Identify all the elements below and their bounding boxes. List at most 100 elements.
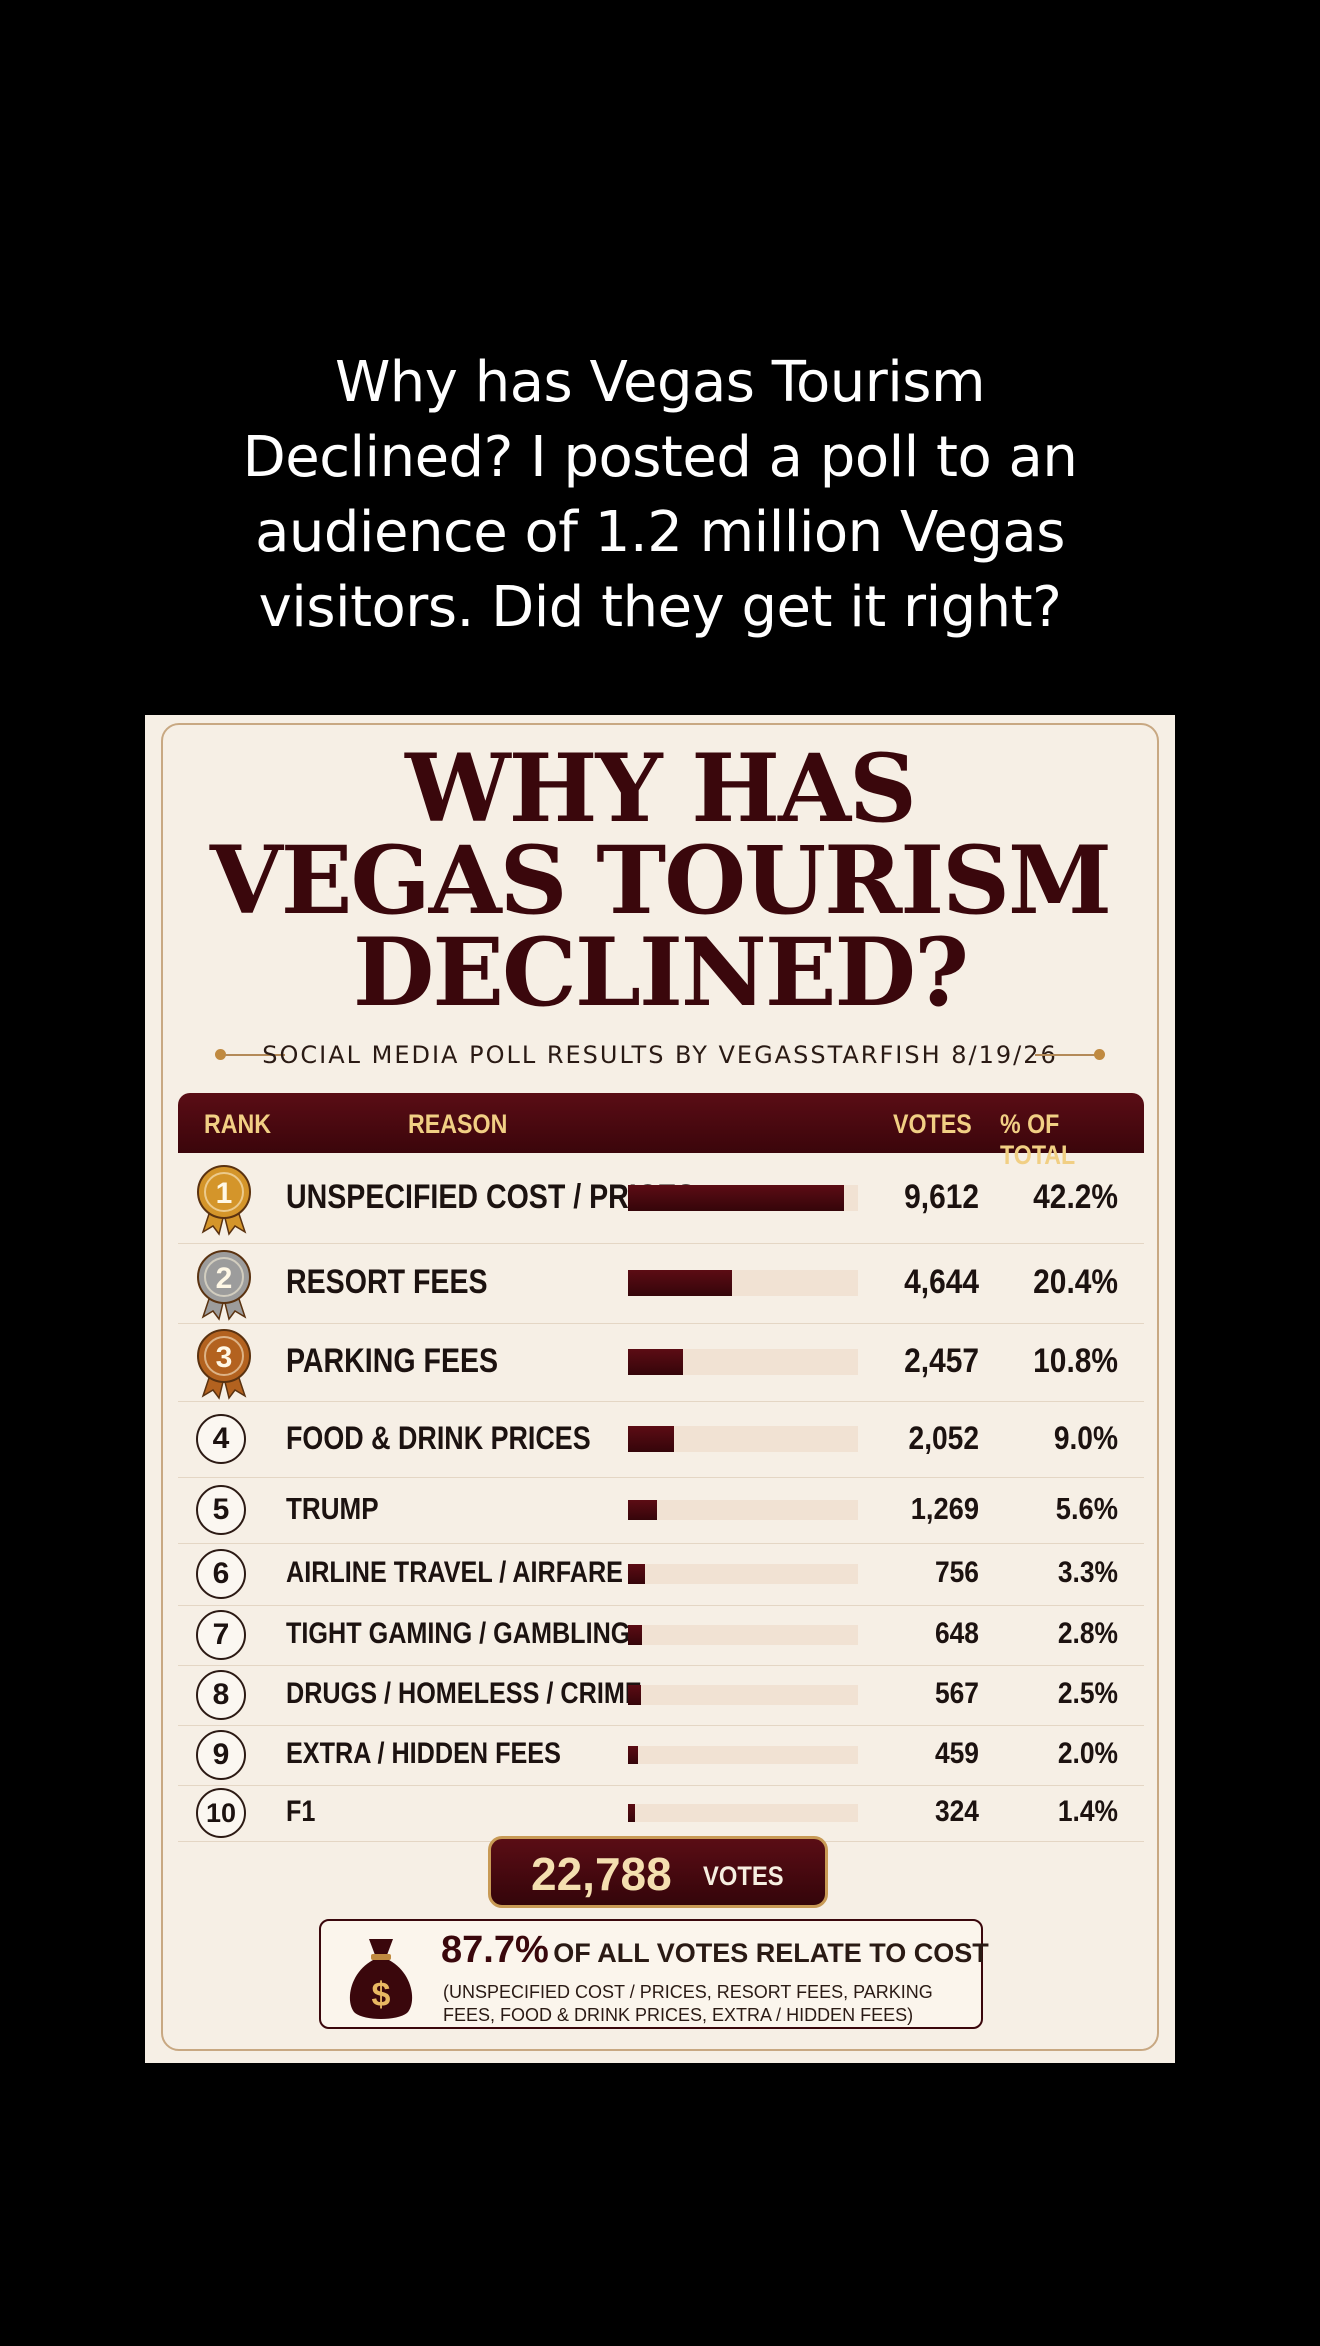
vote-count: 4,644 [904,1262,979,1301]
vote-bar-fill [628,1746,639,1764]
vote-percent: 20.4% [1033,1262,1118,1301]
total-votes-number: 22,788 [531,1848,672,1900]
vote-bar-track [628,1625,858,1645]
vote-bar-fill [628,1500,657,1520]
vote-bar-track [628,1185,858,1211]
rank-number: 5 [196,1485,246,1535]
headline-line-1: WHY HAS [405,734,917,844]
money-bag-symbol: $ [372,1976,391,2014]
subtitle-ornament-right [1094,1049,1105,1060]
vote-count: 9,612 [904,1177,979,1216]
table-row: 4 FOOD & DRINK PRICES 2,052 9.0% [178,1401,1144,1478]
vote-bar-fill [628,1426,675,1452]
header-rank: RANK [204,1109,272,1139]
vote-bar-fill [628,1685,641,1705]
infographic-headline: WHY HAS VEGAS TOURISM DECLINED? [145,734,1175,1028]
reason-label: RESORT FEES [286,1262,488,1301]
rank-number: 3 [216,1341,233,1374]
vote-bar-track [628,1426,858,1452]
rank-number: 4 [196,1414,246,1464]
vote-bar-fill [628,1804,636,1822]
table-row: 1 UNSPECIFIED COST / PRICES 9,612 42.2% [178,1153,1144,1244]
vote-bar-track [628,1349,858,1375]
vote-percent: 3.3% [1057,1556,1118,1589]
vote-percent: 2.8% [1057,1617,1118,1650]
vote-bar-fill [628,1564,645,1584]
rank-number: 2 [216,1262,233,1295]
header-pct: % OF TOTAL [1000,1109,1076,1170]
reason-label: F1 [286,1795,316,1828]
cost-summary-box: $ 87.7% OF ALL VOTES RELATE TO COST (UNS… [319,1919,989,2029]
vote-percent: 1.4% [1057,1795,1118,1828]
vote-bar-track [628,1270,858,1296]
header-reason: REASON [408,1109,508,1139]
table-row: 10 F1 324 1.4% [178,1785,1144,1842]
vote-count: 1,269 [910,1491,979,1527]
caption-line-3: audience of 1.2 million Vegas [255,500,1065,565]
money-bag-icon: $ [349,1939,413,2019]
total-votes-label: VOTES [703,1861,784,1891]
table-header: RANK REASON VOTES % OF TOTAL [178,1093,1144,1170]
vote-count: 459 [934,1737,979,1770]
vote-count: 324 [934,1795,979,1828]
reason-label: DRUGS / HOMELESS / CRIME [286,1677,642,1710]
vote-bar-fill [628,1270,733,1296]
cost-summary-percent: 87.7% [441,1929,549,1971]
vote-percent: 2.0% [1057,1737,1118,1770]
vote-bar-track [628,1500,858,1520]
vote-percent: 2.5% [1057,1677,1118,1710]
vote-bar-fill [628,1349,684,1375]
table-row: 9 EXTRA / HIDDEN FEES 459 2.0% [178,1725,1144,1786]
caption-line-2: Declined? I posted a poll to an [242,425,1078,490]
vote-percent: 42.2% [1033,1177,1118,1216]
reason-label: EXTRA / HIDDEN FEES [286,1737,561,1770]
vote-count: 2,052 [908,1419,979,1456]
rank-number: 9 [196,1730,246,1780]
reason-label: TRUMP [286,1491,379,1527]
reason-label: UNSPECIFIED COST / PRICES [286,1177,696,1216]
subtitle-rule-right [1035,1054,1095,1056]
subtitle-row: SOCIAL MEDIA POLL RESULTS BY VEGASSTARFI… [215,1040,1105,1070]
post-caption: Why has Vegas Tourism Declined? I posted… [160,345,1160,645]
poll-subtitle: SOCIAL MEDIA POLL RESULTS BY VEGASSTARFI… [262,1041,1058,1069]
rank-medal-icon: 1 [197,1165,251,1236]
cost-summary-text: OF ALL VOTES RELATE TO COST [553,1938,989,1968]
vote-bar-track [628,1804,858,1822]
table-row: 6 AIRLINE TRAVEL / AIRFARE 756 3.3% [178,1543,1144,1606]
reason-label: AIRLINE TRAVEL / AIRFARE [286,1556,623,1589]
poll-infographic: WHY HAS VEGAS TOURISM DECLINED? SOCIAL M… [145,715,1175,2063]
vote-count: 567 [934,1677,979,1710]
table-row: 8 DRUGS / HOMELESS / CRIME 567 2.5% [178,1665,1144,1726]
rank-number: 7 [196,1610,246,1660]
rank-number: 6 [196,1549,246,1599]
subtitle-rule-left [225,1054,285,1056]
headline-line-3: DECLINED? [352,918,969,1028]
header-votes: VOTES [893,1109,972,1139]
rank-medal-icon: 3 [197,1329,251,1400]
cost-summary-detail: (UNSPECIFIED COST / PRICES, RESORT FEES,… [443,1982,933,2025]
vote-percent: 10.8% [1033,1341,1118,1380]
vote-bar-fill [628,1625,643,1645]
vote-bar-track [628,1746,858,1764]
card-border [161,723,1159,2051]
table-row: 5 TRUMP 1,269 5.6% [178,1477,1144,1544]
reason-label: TIGHT GAMING / GAMBLING [286,1617,631,1650]
vote-bar-track [628,1564,858,1584]
reason-label: PARKING FEES [286,1341,499,1380]
caption-line-1: Why has Vegas Tourism [334,350,986,415]
caption-line-4: visitors. Did they get it right? [258,575,1062,640]
rank-number: 8 [196,1670,246,1720]
cost-summary-headline: 87.7% OF ALL VOTES RELATE TO COST [441,1929,989,1972]
reason-label: FOOD & DRINK PRICES [286,1419,591,1456]
total-votes-badge: 22,788 VOTES [488,1836,828,1908]
subtitle-ornament-left [215,1049,226,1060]
vote-count: 2,457 [904,1341,979,1380]
headline-line-2: VEGAS TOURISM [209,826,1112,936]
vote-bar-fill [628,1185,844,1211]
table-row: 2 RESORT FEES 4,644 20.4% [178,1243,1144,1324]
vote-percent: 9.0% [1053,1419,1118,1456]
vote-count: 756 [934,1556,979,1589]
table-row: 3 PARKING FEES 2,457 10.8% [178,1323,1144,1402]
rank-medal-icon: 2 [197,1250,251,1321]
table-row: 7 TIGHT GAMING / GAMBLING 648 2.8% [178,1605,1144,1666]
